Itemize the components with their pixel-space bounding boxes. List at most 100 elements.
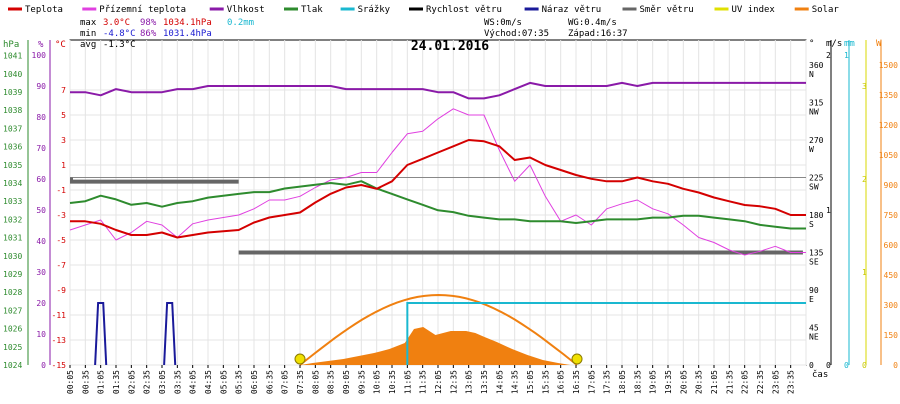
axis-tick-dir: SE <box>809 258 819 267</box>
x-tick-label: 07:35 <box>296 370 305 394</box>
series-temperature <box>70 139 806 239</box>
x-tick-label: 04:05 <box>189 370 198 394</box>
x-tick-label: 01:35 <box>112 370 121 394</box>
x-tick-label: 06:35 <box>265 370 274 394</box>
axis-tick-w: 900 <box>884 181 899 190</box>
axis-unit-pct: % <box>38 40 44 50</box>
axis-tick-pct: 30 <box>36 268 46 277</box>
stat-min-hum: 86% <box>140 29 157 39</box>
x-tick-label: 09:05 <box>342 370 351 394</box>
legend-label-1: Přízemní teplota <box>99 5 186 15</box>
axis-tick-hpa: 1032 <box>3 215 22 224</box>
x-tick-label: 20:05 <box>679 370 688 394</box>
axis-tick-hpa: 1028 <box>3 288 22 297</box>
legend-label-2: Vlhkost <box>227 5 265 15</box>
legend-label-9: Solar <box>812 5 840 15</box>
x-tick-label: 22:05 <box>741 370 750 394</box>
x-tick-label: 18:35 <box>633 370 642 394</box>
chart-title: 24.01.2016 <box>411 39 489 54</box>
axis-tick-w: 750 <box>884 211 899 220</box>
axis-tick-deg: 90 <box>809 286 819 295</box>
axis-tick-w: 300 <box>884 301 899 310</box>
axis-tick-deg: 0 <box>809 361 814 370</box>
x-tick-label: 05:35 <box>235 370 244 394</box>
axis-tick-dir: E <box>809 295 814 304</box>
axis-unit-hpa: hPa <box>3 40 19 50</box>
x-tick-label: 20:35 <box>695 370 704 394</box>
axis-tick-deg: 45 <box>809 324 819 333</box>
x-axis-label: čas <box>812 369 828 380</box>
series-solar-measured <box>300 327 571 365</box>
stat-avg-label: avg <box>80 40 96 50</box>
x-tick-label: 23:35 <box>787 370 796 394</box>
axis-tick-w: 1350 <box>879 91 898 100</box>
axis-unit-c: °C <box>55 40 66 50</box>
axis-tick-c: 3 <box>61 136 66 145</box>
legend-label-0: Teplota <box>25 5 63 15</box>
axis-tick-hpa: 1039 <box>3 88 22 97</box>
axis-tick-w: 0 <box>893 361 898 370</box>
series-wind-dir-start <box>70 177 73 182</box>
stat-sunrise: Východ:07:35 <box>484 29 549 39</box>
axis-tick-hpa: 1040 <box>3 70 22 79</box>
axis-tick-uv: 3 <box>862 82 867 91</box>
axis-tick-w: 1500 <box>879 61 898 70</box>
axis-tick-ms: 0 <box>826 361 831 370</box>
axis-tick-w: 150 <box>884 331 899 340</box>
x-tick-label: 09:35 <box>357 370 366 394</box>
x-tick-label: 11:05 <box>403 370 412 394</box>
x-tick-label: 03:05 <box>158 370 167 394</box>
axis-tick-hpa: 1033 <box>3 197 22 206</box>
axis-tick-uv: 0 <box>862 361 867 370</box>
axis-tick-deg: 180 <box>809 211 824 220</box>
axis-unit-deg: ° <box>809 39 814 49</box>
axis-tick-hpa: 1029 <box>3 270 22 279</box>
axis-tick-dir: NW <box>809 108 819 117</box>
legend-label-4: Srážky <box>358 5 391 15</box>
axis-tick-deg: 135 <box>809 249 824 258</box>
axis-tick-pct: 90 <box>36 82 46 91</box>
x-tick-label: 13:05 <box>465 370 474 394</box>
x-tick-label: 21:35 <box>725 370 734 394</box>
axis-tick-deg: 270 <box>809 136 824 145</box>
axis-tick-deg: 315 <box>809 99 824 108</box>
axis-tick-pct: 0 <box>41 361 46 370</box>
axis-tick-hpa: 1041 <box>3 52 22 61</box>
stat-sunset: Západ:16:37 <box>568 29 628 39</box>
axis-tick-c: -7 <box>56 261 66 270</box>
x-tick-label: 15:05 <box>526 370 535 394</box>
x-tick-label: 00:05 <box>66 370 75 394</box>
axis-tick-hpa: 1031 <box>3 234 22 243</box>
x-tick-label: 21:05 <box>710 370 719 394</box>
axis-tick-hpa: 1026 <box>3 325 22 334</box>
stat-rain: 0.2mm <box>227 18 254 28</box>
x-tick-label: 01:05 <box>97 370 106 394</box>
x-tick-label: 23:05 <box>771 370 780 394</box>
axis-tick-dir: NE <box>809 333 819 342</box>
series-solar-clearsky <box>299 293 578 366</box>
x-tick-label: 00:35 <box>81 370 90 394</box>
sun-marker-1 <box>571 353 583 365</box>
legend-label-3: Tlak <box>301 5 323 15</box>
axis-tick-hpa: 1024 <box>3 361 22 370</box>
stat-max-press: 1034.1hPa <box>163 18 212 28</box>
x-tick-label: 12:05 <box>434 370 443 394</box>
axis-tick-c: 7 <box>61 86 66 95</box>
stat-max-hum: 98% <box>140 18 157 28</box>
stat-max-temp: 3.0°C <box>103 18 130 28</box>
axis-tick-mm: 1 <box>844 51 849 60</box>
axis-tick-c: 5 <box>61 111 66 120</box>
axis-tick-hpa: 1025 <box>3 343 22 352</box>
axis-tick-c: -11 <box>52 311 67 320</box>
axis-tick-c: -13 <box>52 336 67 345</box>
x-tick-label: 14:35 <box>511 370 520 394</box>
axis-tick-pct: 50 <box>36 206 46 215</box>
legend-label-8: UV index <box>732 5 776 15</box>
series-wind-gust-1 <box>163 302 177 366</box>
axis-unit-ms: m/s <box>826 39 842 49</box>
axis-tick-hpa: 1027 <box>3 306 22 315</box>
x-tick-label: 14:05 <box>495 370 504 394</box>
axis-tick-dir: N <box>809 70 814 79</box>
series-ground-temp <box>69 108 806 256</box>
